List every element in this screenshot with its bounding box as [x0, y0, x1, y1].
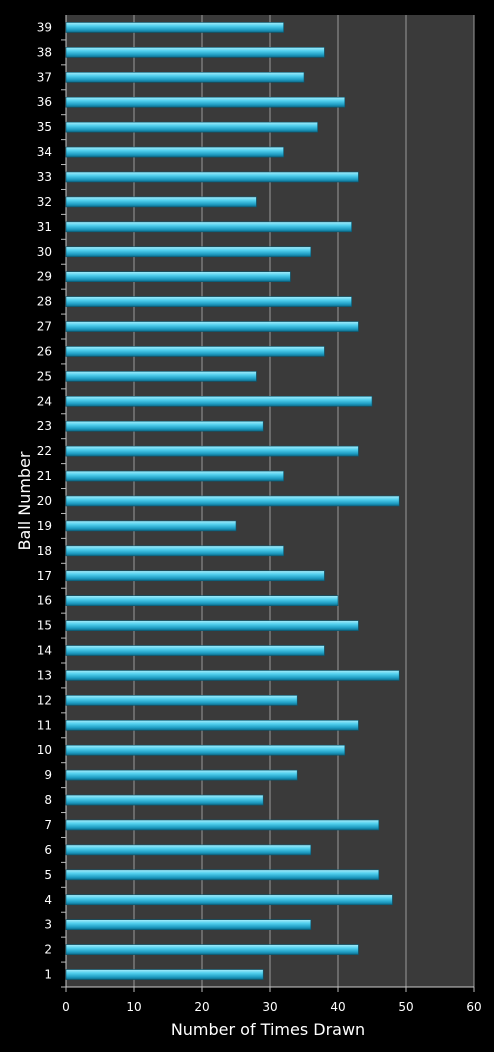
y-tick-label: 38	[37, 45, 52, 59]
bar-ball-35	[65, 121, 318, 133]
y-tick-label: 28	[37, 295, 52, 309]
bar-ball-8	[65, 794, 264, 806]
bar-ball-13	[65, 670, 400, 681]
y-tick-label: 10	[37, 743, 52, 757]
y-tick-label: 21	[37, 469, 52, 483]
y-tick-label: 27	[37, 320, 52, 334]
x-tick-label: 20	[194, 1000, 209, 1014]
bar-ball-5	[65, 869, 380, 881]
bar-ball-6	[65, 844, 312, 856]
y-tick-label: 7	[44, 818, 52, 832]
y-tick-label: 36	[37, 95, 52, 109]
y-tick-label: 22	[37, 444, 52, 458]
y-tick-label: 1	[44, 968, 52, 982]
bar-ball-30	[65, 246, 312, 258]
y-tick-label: 39	[37, 20, 52, 34]
bar-ball-33	[65, 171, 359, 183]
y-tick-label: 24	[37, 394, 52, 408]
y-axis-title: Ball Number	[15, 451, 34, 550]
y-tick-label: 35	[37, 120, 52, 134]
x-tick-label: 40	[330, 1000, 345, 1014]
y-tick-label: 4	[44, 893, 52, 907]
bar-ball-27	[65, 321, 359, 332]
bar-ball-34	[65, 146, 284, 158]
bars	[65, 22, 400, 980]
bar-ball-21	[65, 470, 284, 482]
y-tick-label: 23	[37, 419, 52, 433]
bar-ball-3	[65, 919, 312, 930]
bar-ball-20	[65, 495, 400, 507]
bar-ball-17	[65, 570, 325, 582]
y-tick-label: 37	[37, 70, 52, 84]
x-tick-label: 50	[398, 1000, 413, 1014]
bar-ball-29	[65, 271, 291, 282]
bar-ball-25	[65, 371, 257, 382]
bar-ball-11	[65, 720, 359, 731]
bar-ball-1	[65, 969, 264, 980]
y-tick-label: 34	[37, 145, 52, 159]
y-tick-label: 9	[44, 768, 52, 782]
y-tick-label: 29	[37, 270, 52, 284]
y-tick-label: 17	[37, 569, 52, 583]
y-tick-labels: 1234567891011121314151617181920212223242…	[37, 20, 66, 988]
bar-ball-9	[65, 769, 298, 781]
bar-ball-19	[65, 520, 237, 532]
bar-ball-4	[65, 894, 393, 906]
y-tick-label: 8	[44, 793, 52, 807]
y-tick-label: 30	[37, 245, 52, 259]
y-tick-label: 25	[37, 369, 52, 383]
bar-ball-7	[65, 819, 380, 831]
bar-ball-14	[65, 645, 325, 656]
x-tick-label: 0	[62, 1000, 70, 1014]
y-tick-label: 16	[37, 594, 52, 608]
bar-ball-26	[65, 346, 325, 357]
y-tick-label: 13	[37, 668, 52, 682]
y-tick-label: 5	[44, 868, 52, 882]
bar-ball-31	[65, 221, 352, 233]
bar-ball-15	[65, 620, 359, 631]
y-tick-label: 15	[37, 619, 52, 633]
y-tick-label: 19	[37, 519, 52, 533]
bar-ball-2	[65, 944, 359, 955]
x-tick-label: 60	[466, 1000, 481, 1014]
x-tick-labels: 0 10 20 30 40 50 60	[62, 987, 482, 1014]
bar-ball-10	[65, 744, 346, 756]
y-tick-label: 3	[44, 918, 52, 932]
y-tick-label: 11	[37, 718, 52, 732]
x-tick-label: 10	[126, 1000, 141, 1014]
y-tick-label: 6	[44, 843, 52, 857]
bar-ball-38	[65, 47, 325, 58]
y-tick-label: 12	[37, 693, 52, 707]
y-tick-label: 31	[37, 220, 52, 234]
bar-ball-18	[65, 545, 284, 557]
y-tick-label: 18	[37, 544, 52, 558]
bar-ball-23	[65, 420, 264, 432]
y-tick-label: 26	[37, 344, 52, 358]
y-tick-label: 33	[37, 170, 52, 184]
bar-ball-39	[65, 22, 284, 33]
bar-ball-28	[65, 296, 352, 307]
bar-ball-12	[65, 695, 298, 706]
x-axis-title: Number of Times Drawn	[171, 1020, 365, 1039]
bar-ball-16	[65, 595, 339, 606]
y-tick-label: 32	[37, 195, 52, 209]
y-tick-label: 2	[44, 943, 52, 957]
bar-ball-22	[65, 445, 359, 457]
bar-ball-36	[65, 96, 346, 108]
y-tick-label: 20	[37, 494, 52, 508]
y-tick-label: 14	[37, 644, 52, 658]
x-tick-label: 30	[262, 1000, 277, 1014]
bar-ball-32	[65, 196, 257, 208]
bar-ball-24	[65, 396, 373, 407]
bar-ball-37	[65, 72, 305, 83]
